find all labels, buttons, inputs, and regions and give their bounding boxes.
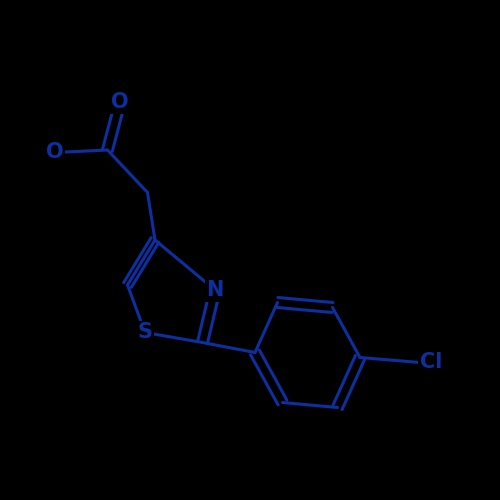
Text: N: N [206, 280, 224, 300]
Text: O: O [46, 142, 64, 163]
Text: Cl: Cl [420, 352, 442, 372]
Text: S: S [138, 322, 152, 342]
Text: O: O [111, 92, 129, 112]
